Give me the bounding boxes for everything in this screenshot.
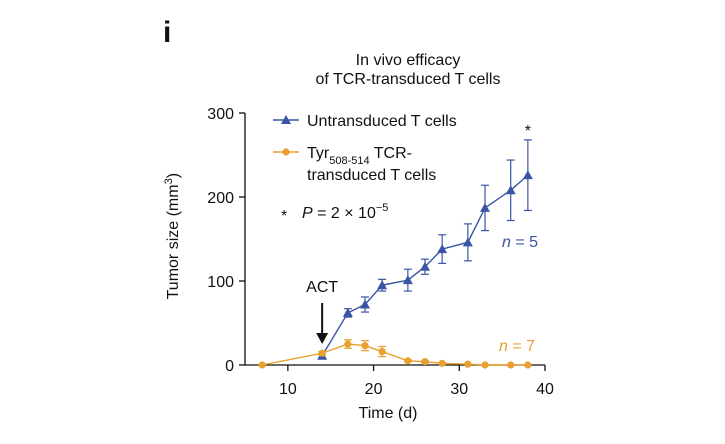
data-point-tcr-transduced (524, 361, 532, 369)
legend-label-tcr-transduced-line2: transduced T cells (307, 167, 436, 184)
act-label: ACT (306, 279, 338, 296)
y-tick-label: 0 (225, 358, 234, 375)
data-point-untransduced (360, 299, 370, 309)
legend-marker-untransduced (281, 115, 291, 124)
y-tick-label: 300 (207, 106, 234, 123)
data-point-untransduced (480, 202, 490, 212)
data-point-tcr-transduced (507, 361, 515, 369)
data-point-untransduced (437, 244, 448, 254)
data-point-untransduced (402, 275, 413, 285)
y-tick-label: 200 (207, 190, 234, 207)
data-point-tcr-transduced (481, 361, 489, 369)
x-tick-label: 40 (536, 381, 554, 398)
legend-label-untransduced: Untransduced T cells (307, 113, 457, 130)
data-point-tcr-transduced (438, 359, 446, 367)
data-point-tcr-transduced (361, 342, 369, 350)
x-tick-label: 20 (365, 381, 383, 398)
data-point-tcr-transduced (404, 357, 412, 365)
y-tick-label: 100 (207, 274, 234, 291)
chart-title-line-2: of TCR-transduced T cells (315, 71, 501, 88)
data-point-untransduced (342, 307, 353, 317)
data-point-untransduced (462, 237, 473, 247)
n-label-untransduced: n = 5 (502, 234, 538, 251)
significance-star: * (525, 123, 531, 140)
data-point-tcr-transduced (378, 347, 386, 356)
x-axis-label: Time (d) (358, 405, 418, 422)
data-point-tcr-transduced (421, 358, 429, 366)
data-point-untransduced (377, 280, 388, 290)
data-point-tcr-transduced (258, 361, 266, 369)
panel-letter: i (163, 16, 172, 49)
data-point-untransduced (522, 170, 533, 180)
data-point-tcr-transduced (318, 349, 326, 357)
data-point-untransduced (420, 261, 430, 271)
n-label-tcr-transduced: n = 7 (499, 338, 535, 355)
x-tick-label: 30 (450, 381, 468, 398)
pvalue-star: * (281, 208, 287, 225)
data-point-tcr-transduced (464, 360, 472, 368)
pvalue-text: P = 2 × 10−5 (302, 202, 388, 222)
legend-label-tcr-transduced: Tyr508-514 TCR- (307, 145, 412, 167)
data-point-tcr-transduced (344, 340, 352, 348)
series-line-tcr-transduced (262, 343, 528, 366)
data-point-untransduced (505, 185, 516, 195)
act-arrow-head (316, 333, 329, 344)
x-tick-label: 10 (279, 381, 297, 398)
chart-title-line-1: In vivo efficacy (355, 52, 461, 69)
legend-marker-tcr-transduced (282, 148, 290, 156)
